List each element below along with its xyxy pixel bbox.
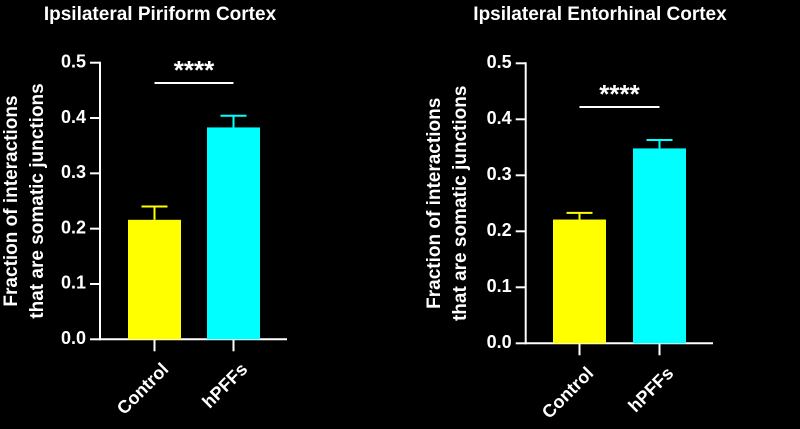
x-tick-label: hPFFs	[624, 363, 677, 416]
x-tick-label: Control	[538, 363, 597, 422]
bar-hpffs	[633, 148, 686, 344]
y-tick-label: 0.0	[487, 332, 512, 352]
y-tick-label: 0.1	[61, 273, 86, 293]
chart-title: Ipsilateral Piriform Cortex	[44, 4, 277, 25]
bar-control	[128, 219, 181, 340]
y-tick-label: 0.2	[61, 217, 86, 237]
bar-hpffs	[207, 127, 260, 340]
chart-title: Ipsilateral Entorhinal Cortex	[473, 4, 727, 25]
y-tick-label: 0.3	[487, 164, 512, 184]
y-axis-label: Fraction of interactions	[424, 98, 445, 309]
y-tick-label: 0.4	[487, 108, 512, 128]
significance-label: ****	[174, 55, 215, 85]
y-tick-label: 0.1	[487, 276, 512, 296]
y-tick-label: 0.4	[61, 107, 86, 127]
y-tick-label: 0.0	[61, 328, 86, 348]
x-tick-label: Control	[113, 359, 172, 418]
bar-control	[553, 219, 606, 344]
y-axis-label: that are somatic junctions	[27, 83, 48, 318]
significance-label: ****	[599, 79, 640, 109]
y-tick-label: 0.2	[487, 220, 512, 240]
chart-panel-2: Ipsilateral Entorhinal Cortex Fraction of…	[424, 4, 727, 422]
y-axis-label: Fraction of interactions	[1, 95, 22, 306]
chart-panel-1: Ipsilateral Piriform Cortex Fraction of i…	[1, 4, 287, 418]
y-tick-label: 0.3	[61, 162, 86, 182]
x-tick-label: hPFFs	[198, 359, 251, 412]
y-tick-label: 0.5	[61, 51, 86, 71]
y-axis-label: that are somatic junctions	[450, 86, 471, 321]
y-tick-label: 0.5	[487, 52, 512, 72]
